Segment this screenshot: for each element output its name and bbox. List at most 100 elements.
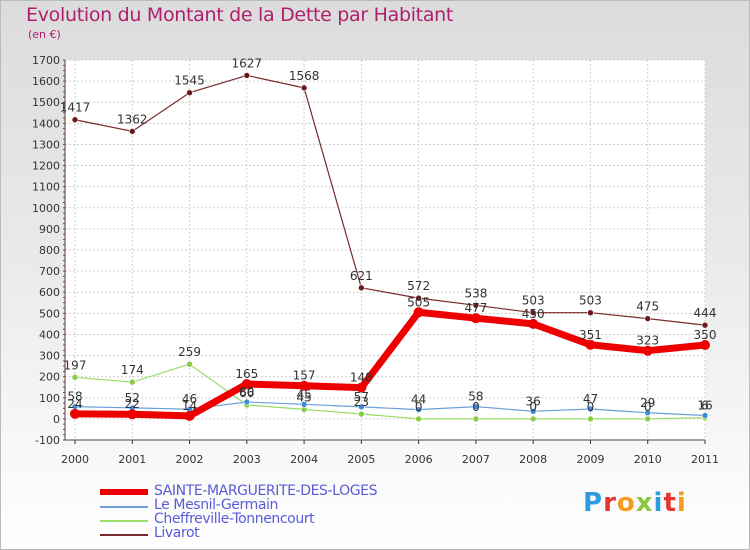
data-point <box>184 410 195 421</box>
data-label: 1545 <box>174 74 205 88</box>
series-line <box>74 401 706 417</box>
data-label: 323 <box>636 334 659 348</box>
data-point <box>472 403 480 410</box>
data-label: 157 <box>293 369 316 383</box>
y-tick-label: 1200 <box>32 160 60 173</box>
y-tick-label: 900 <box>39 223 60 236</box>
y-tick-label: 100 <box>39 392 60 405</box>
data-label: 450 <box>522 307 545 321</box>
legend-label: SAINTE-MARGUERITE-DES-LOGES <box>154 483 378 499</box>
data-point <box>70 408 80 419</box>
data-label: 621 <box>350 269 373 283</box>
y-tick-label: 1400 <box>32 117 60 130</box>
x-tick-label: 2008 <box>519 453 547 466</box>
data-label: 0 <box>415 400 423 414</box>
data-label: 80 <box>239 385 254 399</box>
data-label: 52 <box>125 391 140 405</box>
data-point <box>644 415 652 423</box>
x-tick-label: 2001 <box>118 453 146 466</box>
x-tick-label: 2006 <box>405 453 433 466</box>
data-label: 503 <box>579 294 602 308</box>
data-point <box>587 415 594 423</box>
data-point <box>358 403 365 411</box>
data-point <box>585 339 596 350</box>
data-point <box>71 116 79 124</box>
x-tick-label: 2003 <box>233 453 261 466</box>
data-label: 57 <box>354 390 369 404</box>
data-point <box>528 318 539 329</box>
data-point <box>300 401 308 408</box>
data-point <box>356 382 367 393</box>
data-point <box>701 412 709 419</box>
data-point <box>71 373 79 381</box>
data-point <box>128 378 136 386</box>
data-point <box>529 309 537 317</box>
data-label: 1568 <box>289 69 320 83</box>
legend-swatch <box>100 534 148 536</box>
data-point <box>415 415 422 423</box>
data-point <box>243 72 251 79</box>
y-tick-label: 400 <box>39 328 60 341</box>
data-point <box>587 405 594 413</box>
data-label: 1362 <box>117 112 148 126</box>
data-label: 16 <box>697 399 712 413</box>
data-label: 0 <box>472 400 480 414</box>
data-label: 0 <box>587 400 595 414</box>
data-point <box>644 315 652 322</box>
x-tick-label: 2005 <box>347 453 375 466</box>
x-tick-label: 2002 <box>176 453 204 466</box>
legend-swatch <box>100 520 148 522</box>
legend-swatch <box>100 506 148 508</box>
data-label: 351 <box>579 328 602 342</box>
y-tick-label: 600 <box>39 286 60 299</box>
data-label: 148 <box>350 371 373 385</box>
proxiti-logo: Proxiti <box>583 488 687 518</box>
data-point <box>300 84 308 92</box>
data-label: 46 <box>182 392 197 406</box>
y-tick-label: 0 <box>53 413 60 426</box>
data-point <box>529 407 537 415</box>
y-tick-label: 300 <box>39 350 60 363</box>
data-point <box>472 415 480 423</box>
data-point <box>186 89 193 97</box>
data-label: 174 <box>121 363 144 377</box>
data-point <box>700 340 710 350</box>
y-tick-label: 800 <box>39 244 60 257</box>
data-label: 259 <box>178 345 201 359</box>
data-point <box>529 415 537 423</box>
series-line <box>74 74 706 326</box>
data-label: 350 <box>694 328 717 342</box>
data-label: 0 <box>644 400 652 414</box>
x-tick-label: 2011 <box>691 453 719 466</box>
data-label: 45 <box>296 387 311 401</box>
data-label: 45 <box>296 390 311 404</box>
x-tick-label: 2007 <box>462 453 490 466</box>
y-tick-label: -100 <box>35 434 60 447</box>
y-tick-label: 1300 <box>32 138 60 151</box>
data-point <box>470 313 481 324</box>
x-tick-label: 2009 <box>576 453 604 466</box>
series-line <box>71 308 709 420</box>
data-label: 572 <box>407 279 430 293</box>
data-label: 538 <box>464 286 487 300</box>
legend-label: Livarot <box>154 525 200 541</box>
data-label: 14 <box>182 399 197 413</box>
x-tick-label: 2010 <box>634 453 662 466</box>
data-label: 1627 <box>232 56 263 70</box>
data-point <box>127 409 138 420</box>
data-point <box>358 284 365 292</box>
data-label: 23 <box>354 395 369 409</box>
x-tick-label: 2000 <box>61 453 89 466</box>
y-tick-label: 1500 <box>32 96 60 109</box>
data-label: 477 <box>464 301 487 315</box>
legend-label: Cheffreville-Tonnencourt <box>154 511 315 527</box>
data-label: 44 <box>411 393 426 407</box>
data-point <box>642 345 653 356</box>
data-label: 58 <box>468 390 483 404</box>
y-tick-label: 1600 <box>32 75 60 88</box>
y-tick-label: 500 <box>39 307 60 320</box>
data-label: 505 <box>407 295 430 309</box>
data-point <box>701 321 709 329</box>
data-point <box>241 379 252 390</box>
